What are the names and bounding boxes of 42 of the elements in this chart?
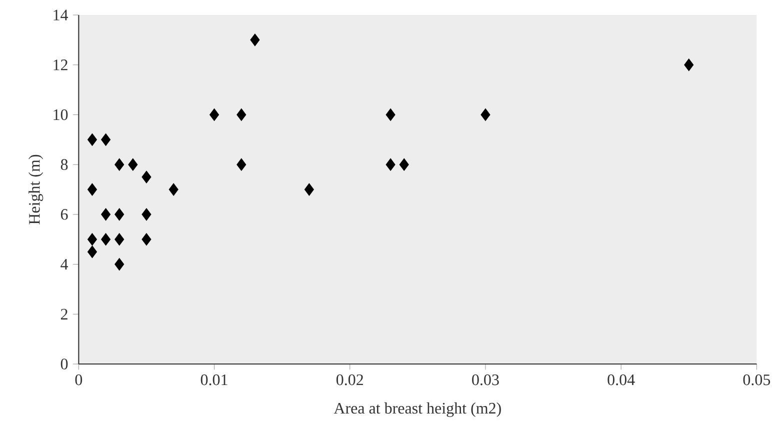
- point: [87, 183, 97, 196]
- x-axis-title: Area at breast height (m2): [334, 402, 501, 417]
- point: [87, 246, 97, 258]
- x-tick-label: 0: [75, 374, 82, 386]
- point: [210, 108, 220, 121]
- point: [480, 108, 490, 121]
- x-tick-label: 0.02: [336, 374, 363, 386]
- x-tick-label: 0.05: [743, 374, 770, 386]
- point: [101, 208, 111, 221]
- y-tick-label: 0: [60, 358, 68, 370]
- x-tick-label: 0.04: [608, 374, 635, 386]
- point: [250, 34, 260, 46]
- point: [168, 183, 178, 196]
- y-tick-label: 4: [60, 259, 68, 270]
- y-tick-label: 2: [60, 308, 68, 320]
- y-tick-label: 14: [54, 10, 68, 20]
- point: [236, 108, 246, 121]
- point: [101, 133, 111, 146]
- point: [128, 158, 138, 171]
- point: [142, 170, 152, 184]
- point: [386, 108, 396, 121]
- point: [87, 133, 97, 146]
- point: [87, 233, 97, 246]
- point: [114, 158, 124, 171]
- y-tick-label: 8: [60, 159, 68, 170]
- point: [114, 233, 124, 246]
- point: [236, 158, 246, 171]
- point: [101, 233, 111, 246]
- point: [114, 258, 124, 271]
- point: [399, 158, 409, 171]
- point: [304, 183, 314, 196]
- point: [684, 58, 694, 72]
- point: [386, 158, 396, 171]
- point: [142, 233, 152, 246]
- y-tick-label: 6: [60, 209, 68, 220]
- y-tick-label: 10: [54, 109, 68, 120]
- y-tick-label: 12: [54, 60, 68, 70]
- point: [142, 208, 152, 221]
- x-tick-label: 0.03: [472, 374, 499, 386]
- y-axis-title: Height (m): [28, 154, 44, 224]
- point: [114, 208, 124, 221]
- x-tick-label: 0.01: [200, 374, 228, 386]
